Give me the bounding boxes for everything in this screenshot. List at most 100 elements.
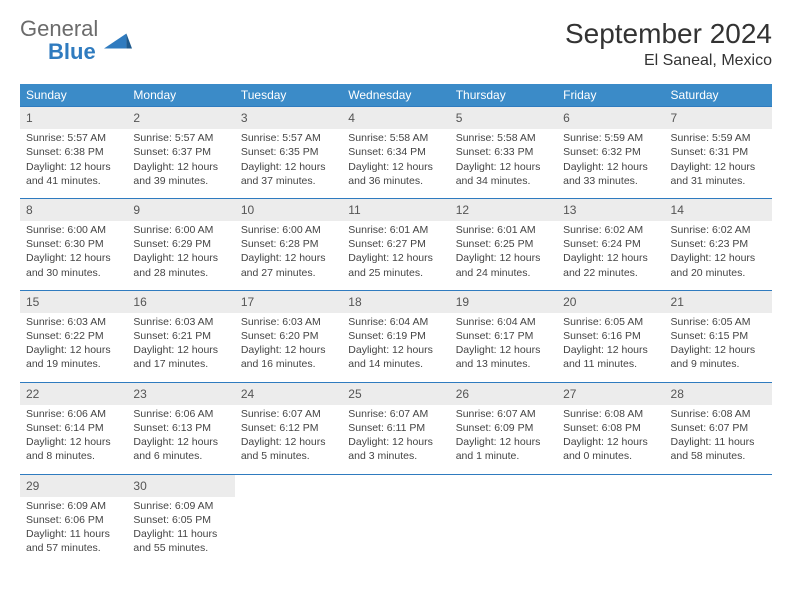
day-data-row: Sunrise: 6:03 AM Sunset: 6:22 PM Daylight:… (20, 313, 772, 382)
day-number-cell: 11 (342, 198, 449, 221)
sunrise-line: Sunrise: 5:59 AM (671, 131, 766, 145)
day-data-row: Sunrise: 5:57 AMSunset: 6:38 PMDaylight:… (20, 129, 772, 198)
daylight-line: Daylight: 12 hours and 33 minutes. (563, 160, 658, 188)
daylight-line: Daylight: 12 hours and 14 minutes. (348, 343, 443, 371)
day-number-cell: 3 (235, 107, 342, 130)
sunrise-line: Sunrise: 5:57 AM (241, 131, 336, 145)
day-number-cell (450, 474, 557, 497)
daylight-line: Daylight: 12 hours and 37 minutes. (241, 160, 336, 188)
day-data-cell: Sunrise: 6:05 AMSunset: 6:15 PMDaylight:… (665, 313, 772, 382)
sunrise-line: Sunrise: 6:05 AM (671, 315, 766, 329)
day-data-cell: Sunrise: 5:58 AMSunset: 6:34 PMDaylight:… (342, 129, 449, 198)
day-data-cell: Sunrise: 6:01 AMSunset: 6:27 PMDaylight:… (342, 221, 449, 290)
logo-triangle-icon (104, 31, 132, 51)
daylight-line: Daylight: 12 hours and 8 minutes. (26, 435, 121, 463)
sunset-line: Sunset: 6:34 PM (348, 145, 443, 159)
sunset-line: Sunset: 6:20 PM (241, 329, 336, 343)
sunrise-line: Sunrise: 6:03 AM (241, 315, 336, 329)
daylight-line: Daylight: 12 hours and 6 minutes. (133, 435, 228, 463)
sunrise-line: Sunrise: 6:07 AM (348, 407, 443, 421)
day-data-cell: Sunrise: 6:09 AMSunset: 6:06 PMDaylight:… (20, 497, 127, 566)
day-number-cell: 13 (557, 198, 664, 221)
weekday-header: Thursday (450, 84, 557, 107)
day-data-cell: Sunrise: 6:08 AMSunset: 6:08 PMDaylight:… (557, 405, 664, 474)
sunrise-line: Sunrise: 6:03 AM (133, 315, 228, 329)
sunrise-line: Sunrise: 6:04 AM (348, 315, 443, 329)
sunrise-line: Sunrise: 6:09 AM (133, 499, 228, 513)
day-data-cell: Sunrise: 6:03 AMSunset: 6:21 PMDaylight:… (127, 313, 234, 382)
sunset-line: Sunset: 6:12 PM (241, 421, 336, 435)
day-data-cell: Sunrise: 6:04 AMSunset: 6:17 PMDaylight:… (450, 313, 557, 382)
day-number-cell: 15 (20, 290, 127, 313)
day-number-cell: 12 (450, 198, 557, 221)
day-number-cell: 23 (127, 382, 234, 405)
day-data-cell: Sunrise: 6:03 AMSunset: 6:22 PMDaylight:… (20, 313, 127, 382)
day-number-cell: 22 (20, 382, 127, 405)
sunrise-line: Sunrise: 6:08 AM (563, 407, 658, 421)
day-data-cell: Sunrise: 6:04 AMSunset: 6:19 PMDaylight:… (342, 313, 449, 382)
day-data-cell: Sunrise: 6:00 AMSunset: 6:29 PMDaylight:… (127, 221, 234, 290)
sunset-line: Sunset: 6:37 PM (133, 145, 228, 159)
sunset-line: Sunset: 6:11 PM (348, 421, 443, 435)
sunset-line: Sunset: 6:22 PM (26, 329, 121, 343)
daylight-line: Daylight: 11 hours and 55 minutes. (133, 527, 228, 555)
day-data-cell: Sunrise: 5:57 AMSunset: 6:35 PMDaylight:… (235, 129, 342, 198)
day-data-cell: Sunrise: 5:57 AMSunset: 6:37 PMDaylight:… (127, 129, 234, 198)
day-number-row: 1234567 (20, 107, 772, 130)
day-number-cell: 30 (127, 474, 234, 497)
day-data-cell (235, 497, 342, 566)
day-number-cell: 19 (450, 290, 557, 313)
weekday-header: Saturday (665, 84, 772, 107)
sunrise-line: Sunrise: 6:00 AM (26, 223, 121, 237)
day-data-row: Sunrise: 6:06 AMSunset: 6:14 PMDaylight:… (20, 405, 772, 474)
sunrise-line: Sunrise: 6:09 AM (26, 499, 121, 513)
day-number-cell: 6 (557, 107, 664, 130)
day-number-cell: 7 (665, 107, 772, 130)
day-data-cell (557, 497, 664, 566)
daylight-line: Daylight: 12 hours and 20 minutes. (671, 251, 766, 279)
day-number-cell: 29 (20, 474, 127, 497)
daylight-line: Daylight: 12 hours and 27 minutes. (241, 251, 336, 279)
day-data-cell: Sunrise: 6:02 AMSunset: 6:23 PMDaylight:… (665, 221, 772, 290)
sunset-line: Sunset: 6:07 PM (671, 421, 766, 435)
day-number-cell (235, 474, 342, 497)
day-data-cell: Sunrise: 6:01 AMSunset: 6:25 PMDaylight:… (450, 221, 557, 290)
day-data-row: Sunrise: 6:00 AMSunset: 6:30 PMDaylight:… (20, 221, 772, 290)
daylight-line: Daylight: 12 hours and 17 minutes. (133, 343, 228, 371)
weekday-header: Monday (127, 84, 234, 107)
sunrise-line: Sunrise: 6:00 AM (133, 223, 228, 237)
daylight-line: Daylight: 12 hours and 28 minutes. (133, 251, 228, 279)
daylight-line: Daylight: 12 hours and 31 minutes. (671, 160, 766, 188)
day-data-cell: Sunrise: 5:59 AMSunset: 6:32 PMDaylight:… (557, 129, 664, 198)
day-number-cell: 1 (20, 107, 127, 130)
logo: General Blue (20, 18, 132, 64)
weekday-header: Tuesday (235, 84, 342, 107)
daylight-line: Daylight: 12 hours and 30 minutes. (26, 251, 121, 279)
day-number-cell: 21 (665, 290, 772, 313)
sunrise-line: Sunrise: 6:06 AM (26, 407, 121, 421)
sunset-line: Sunset: 6:35 PM (241, 145, 336, 159)
day-number-cell (342, 474, 449, 497)
day-number-cell (557, 474, 664, 497)
sunrise-line: Sunrise: 5:59 AM (563, 131, 658, 145)
day-number-cell: 16 (127, 290, 234, 313)
day-data-cell: Sunrise: 6:07 AMSunset: 6:09 PMDaylight:… (450, 405, 557, 474)
daylight-line: Daylight: 12 hours and 11 minutes. (563, 343, 658, 371)
daylight-line: Daylight: 12 hours and 5 minutes. (241, 435, 336, 463)
day-data-cell: Sunrise: 5:59 AMSunset: 6:31 PMDaylight:… (665, 129, 772, 198)
day-number-cell: 2 (127, 107, 234, 130)
day-number-cell: 14 (665, 198, 772, 221)
day-number-cell: 26 (450, 382, 557, 405)
sunrise-line: Sunrise: 5:57 AM (26, 131, 121, 145)
weekday-header: Sunday (20, 84, 127, 107)
sunset-line: Sunset: 6:09 PM (456, 421, 551, 435)
day-data-cell: Sunrise: 6:08 AMSunset: 6:07 PMDaylight:… (665, 405, 772, 474)
day-data-row: Sunrise: 6:09 AMSunset: 6:06 PMDaylight:… (20, 497, 772, 566)
sunset-line: Sunset: 6:13 PM (133, 421, 228, 435)
day-number-cell: 27 (557, 382, 664, 405)
sunrise-line: Sunrise: 6:05 AM (563, 315, 658, 329)
sunset-line: Sunset: 6:25 PM (456, 237, 551, 251)
sunrise-line: Sunrise: 6:07 AM (241, 407, 336, 421)
daylight-line: Daylight: 12 hours and 16 minutes. (241, 343, 336, 371)
day-number-cell: 18 (342, 290, 449, 313)
